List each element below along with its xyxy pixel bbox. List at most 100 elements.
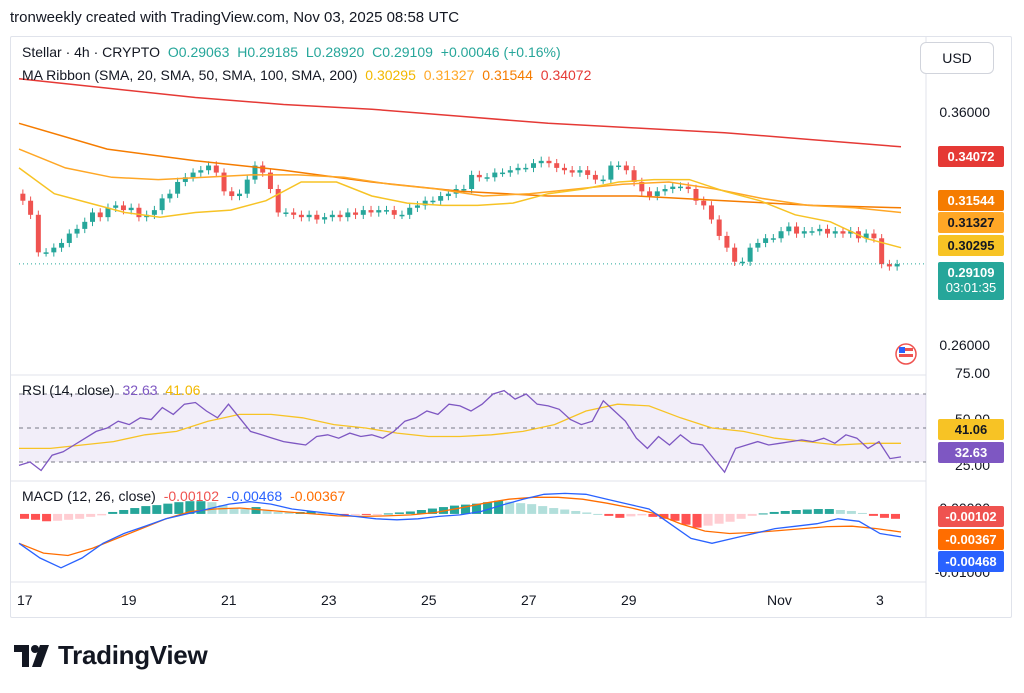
macd-histogram-bar: [703, 513, 713, 526]
candle-body: [832, 231, 838, 234]
macd-histogram-bar: [75, 513, 85, 519]
candle-body: [515, 167, 521, 171]
macd-line-tag: -0.00468: [938, 551, 1004, 572]
macd-histogram-bar: [626, 513, 636, 517]
x-tick: 3: [876, 592, 884, 608]
candle-body: [670, 186, 676, 189]
macd-histogram-bar: [42, 513, 52, 522]
ma100-line: [18, 122, 902, 209]
macd-histogram-bar: [372, 513, 382, 515]
currency-button[interactable]: USD: [920, 42, 994, 74]
candle-body: [213, 165, 219, 173]
candle-body: [616, 165, 622, 168]
macd-histogram-bar: [516, 503, 526, 514]
macd-histogram-bar: [769, 511, 779, 514]
ma200-line: [18, 77, 902, 148]
legend-macd: MACD (12, 26, close) -0.00102 -0.00468 -…: [22, 488, 349, 504]
chart-frame[interactable]: [10, 36, 1012, 618]
candle-body: [221, 172, 227, 192]
macd-histogram-bar: [802, 509, 812, 514]
macd-histogram-bar: [615, 513, 625, 518]
legend-symbol: Stellar · 4h · CRYPTO: [22, 44, 160, 60]
candle-body: [484, 177, 490, 179]
macd-histogram-bar: [53, 513, 63, 521]
candle-body: [260, 165, 266, 173]
macd-histogram-bar: [813, 509, 823, 514]
macd-histogram-bar: [152, 505, 162, 514]
candle-body: [198, 170, 204, 173]
candle-body: [600, 179, 606, 182]
legend-low: L0.28920: [305, 44, 365, 60]
candle-body: [685, 186, 691, 189]
legend-rsi-title: RSI (14, close): [22, 382, 115, 398]
candle-body: [585, 170, 591, 175]
macd-histogram-bar: [714, 513, 724, 524]
candle-body: [786, 226, 792, 232]
macd-histogram-bar: [857, 512, 867, 514]
candle-body: [809, 231, 815, 233]
candle-body: [794, 226, 800, 234]
macd-histogram-bar: [64, 513, 74, 520]
legend-price: Stellar · 4h · CRYPTO O0.29063 H0.29185 …: [22, 44, 565, 60]
macd-histogram-bar: [130, 508, 140, 514]
macd-histogram-bar: [494, 500, 504, 514]
macd-histogram-bar: [97, 513, 107, 516]
candle-body: [20, 193, 26, 201]
rsi-line: [18, 389, 902, 474]
candle-body: [840, 231, 846, 234]
candle-body: [229, 191, 235, 197]
candle-body: [770, 238, 776, 240]
candle-body: [337, 214, 343, 218]
brand-name: TradingView: [58, 640, 208, 670]
macd-histogram-bar: [593, 513, 603, 515]
candle-body: [848, 231, 854, 234]
macd-histogram-bar: [273, 511, 283, 514]
macd-histogram-bar: [416, 510, 426, 514]
macd-histogram-bar: [890, 513, 900, 519]
macd-histogram-bar: [262, 510, 272, 514]
candle-body: [623, 165, 629, 171]
candle-body: [291, 212, 297, 215]
macd-histogram-bar: [681, 513, 691, 525]
candle-body: [469, 174, 475, 189]
macd-histogram-bar: [405, 511, 415, 514]
candle-body: [445, 193, 451, 197]
candle-body: [554, 163, 560, 168]
candle-body: [801, 231, 807, 234]
candle-body: [151, 210, 157, 215]
candle-body: [701, 200, 707, 206]
candle-body: [500, 172, 506, 175]
macd-histogram-bar: [185, 501, 195, 514]
legend-macd-line: -0.00468: [226, 488, 283, 504]
macd-histogram-bar: [549, 508, 559, 514]
macd-histogram-bar: [758, 513, 768, 515]
candle-body: [755, 242, 761, 248]
candle-body: [329, 214, 335, 218]
macd-histogram-bar: [383, 513, 393, 515]
ma200-price-tag: 0.34072: [938, 146, 1004, 167]
candle-body: [538, 160, 544, 164]
macd-histogram-bar: [317, 512, 327, 514]
chart-plot[interactable]: [11, 37, 1011, 617]
legend-close: C0.29109: [372, 44, 433, 60]
candle-body: [275, 189, 281, 213]
rsi-ma-line: [19, 403, 901, 450]
candle-body: [51, 247, 57, 253]
candle-body: [120, 205, 126, 211]
chart-header: tronweekly created with TradingView.com,…: [10, 9, 460, 26]
rsi-ma-tag: 41.06: [938, 419, 1004, 440]
macd-histogram-bar: [835, 510, 845, 514]
candle-body: [360, 210, 366, 215]
legend-ma200: 0.34072: [540, 67, 592, 83]
macd-histogram-bar: [791, 510, 801, 514]
legend-macd-signal: -0.00367: [290, 488, 346, 504]
candle-body: [298, 214, 304, 218]
candle-body: [252, 165, 258, 180]
candle-body: [546, 160, 552, 164]
candle-body: [368, 210, 374, 213]
candle-body: [175, 181, 181, 194]
bar-countdown: 03:01:35: [945, 280, 997, 295]
macd-histogram-bar: [879, 513, 889, 518]
macd-histogram-bar: [196, 501, 206, 514]
last-price-tag: 0.29109 03:01:35: [938, 262, 1004, 300]
